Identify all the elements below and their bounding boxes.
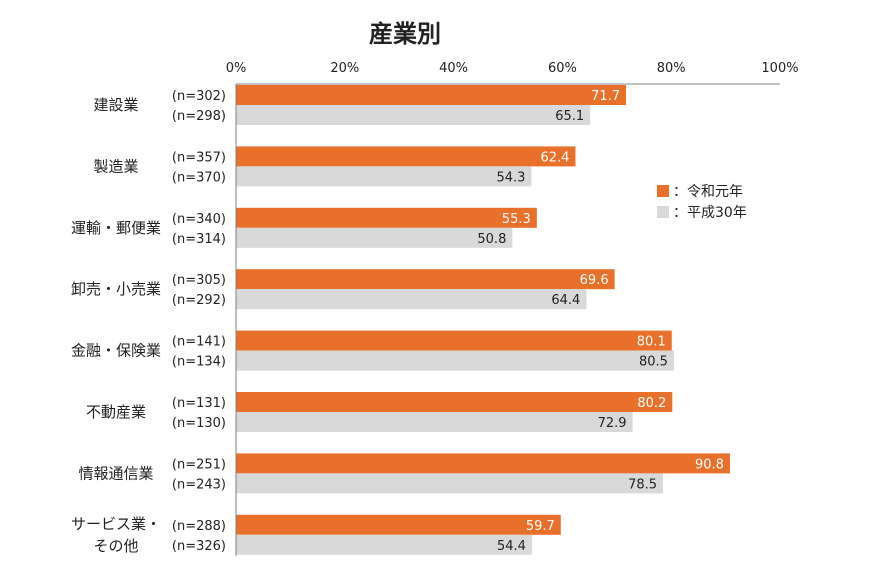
bar-series-1 — [236, 227, 513, 248]
legend-swatch-series-0 — [657, 185, 669, 197]
data-label-series-1: 54.3 — [496, 170, 525, 185]
chart-title: 産業別 — [369, 20, 441, 48]
n-label-series-0: (n=141) — [172, 335, 226, 350]
data-label-series-0: 62.4 — [541, 150, 570, 165]
n-label-series-0: (n=251) — [172, 457, 226, 472]
bar-series-1 — [236, 166, 532, 187]
bar-series-1 — [236, 350, 674, 371]
axes — [235, 83, 780, 556]
n-label-series-1: (n=243) — [172, 477, 226, 492]
x-tick-label: 60% — [548, 61, 577, 76]
n-label-series-0: (n=340) — [172, 212, 226, 227]
bar-series-0 — [236, 146, 576, 167]
n-label-series-1: (n=292) — [172, 293, 226, 308]
n-label-series-1: (n=314) — [172, 232, 226, 247]
data-label-series-0: 80.2 — [637, 396, 666, 411]
data-label-series-1: 72.9 — [598, 416, 627, 431]
legend-label-series-0: ：令和元年 — [673, 184, 743, 200]
bar-series-0 — [236, 85, 627, 105]
legend: ：令和元年 ：平成30年 — [657, 184, 747, 221]
data-label-series-0: 80.1 — [637, 335, 666, 350]
n-label-series-1: (n=326) — [172, 539, 226, 554]
x-axis-ticks: 0% 20% 40% 60% 80% 100% — [226, 61, 799, 76]
n-label-series-0: (n=357) — [172, 150, 226, 165]
category-labels: 71.7 (n=302) 65.1 (n=298) 建設業 62.4 (n=357) 54.3… — [71, 89, 724, 555]
data-label-series-0: 55.3 — [502, 212, 531, 227]
bars — [236, 85, 730, 555]
n-label-series-1: (n=298) — [172, 109, 226, 124]
bar-series-1 — [236, 473, 664, 494]
n-label-series-0: (n=302) — [172, 89, 226, 104]
n-label-series-1: (n=134) — [172, 355, 226, 370]
category-label: 建設業 — [93, 96, 138, 114]
n-label-series-1: (n=130) — [172, 416, 226, 431]
legend-swatch-series-1 — [657, 206, 669, 218]
data-label-series-1: 80.5 — [639, 355, 668, 370]
category-label: 運輸・郵便業 — [71, 219, 161, 237]
x-tick-label: 80% — [657, 61, 686, 76]
category-label: 金融・保険業 — [71, 342, 161, 360]
x-tick-label: 100% — [761, 61, 798, 76]
bar-series-0 — [236, 392, 673, 412]
bar-series-0 — [236, 453, 730, 474]
data-label-series-1: 54.4 — [497, 539, 526, 554]
data-label-series-1: 65.1 — [555, 109, 584, 124]
bar-series-0 — [236, 269, 615, 290]
x-tick-label: 40% — [439, 61, 468, 76]
data-label-series-1: 50.8 — [477, 232, 506, 247]
bar-series-1 — [236, 534, 532, 555]
n-label-series-0: (n=305) — [172, 273, 226, 288]
category-label: 卸売・小売業 — [71, 280, 161, 298]
data-label-series-1: 78.5 — [628, 477, 657, 492]
bar-series-1 — [236, 412, 633, 432]
bar-series-0 — [236, 207, 537, 228]
category-label: 情報通信業 — [78, 464, 153, 482]
bar-series-0 — [236, 514, 561, 535]
bar-series-0 — [236, 330, 672, 351]
bar-series-1 — [236, 289, 587, 310]
data-label-series-1: 64.4 — [551, 293, 580, 308]
bar-series-1 — [236, 105, 591, 125]
legend-label-series-1: ：平成30年 — [673, 205, 747, 221]
category-label: その他 — [93, 537, 138, 555]
category-label: サービス業・ — [71, 515, 161, 533]
n-label-series-0: (n=288) — [172, 519, 226, 534]
data-label-series-0: 69.6 — [580, 273, 609, 288]
data-label-series-0: 90.8 — [695, 457, 724, 472]
data-label-series-0: 59.7 — [526, 519, 555, 534]
category-label: 製造業 — [93, 157, 138, 175]
n-label-series-1: (n=370) — [172, 170, 226, 185]
data-label-series-0: 71.7 — [591, 89, 620, 104]
n-label-series-0: (n=131) — [172, 396, 226, 411]
x-tick-label: 20% — [330, 61, 359, 76]
x-tick-label: 0% — [226, 61, 247, 76]
category-label: 不動産業 — [86, 403, 146, 421]
